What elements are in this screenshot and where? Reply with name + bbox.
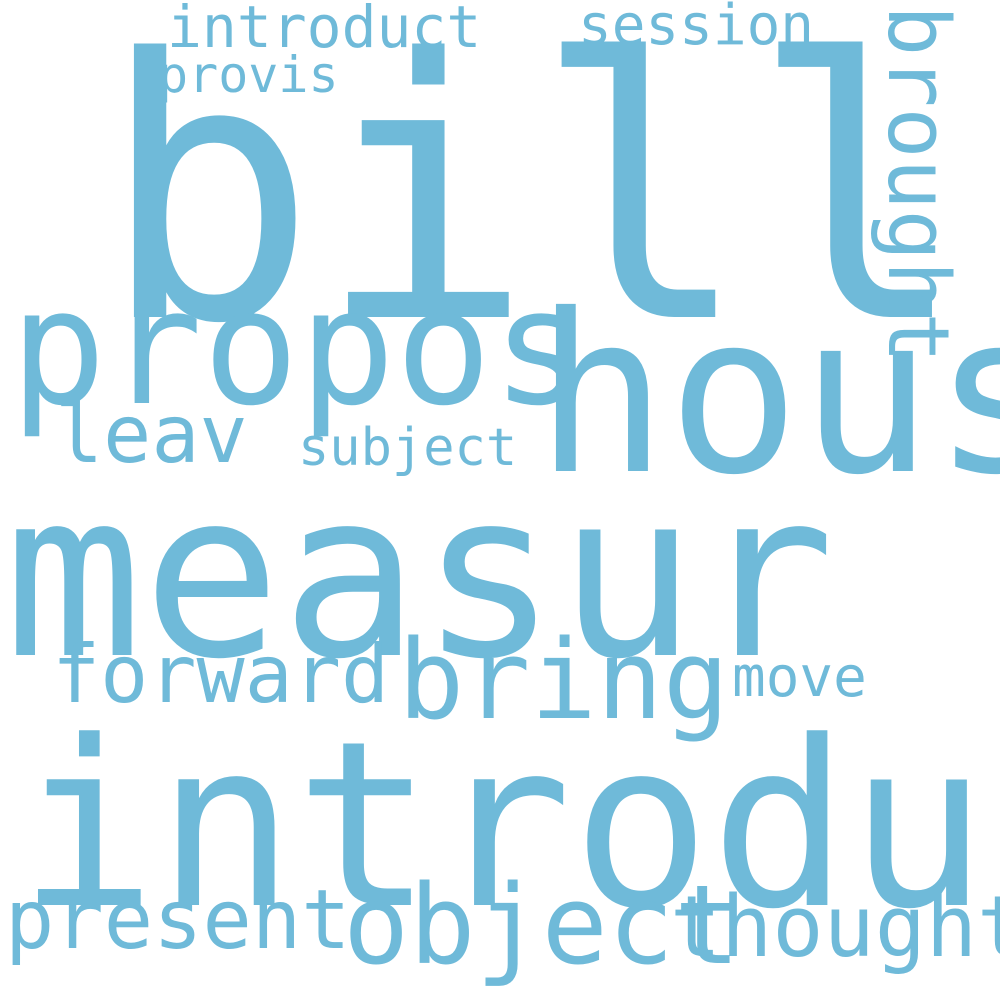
word-forward: forward	[52, 628, 390, 721]
word-thought: thought	[670, 878, 1000, 977]
word-bill: bill	[100, 0, 967, 402]
word-object: object	[343, 861, 741, 989]
word-subject: subject	[298, 418, 518, 478]
word-present: present	[5, 873, 351, 968]
word-measur: measur	[4, 443, 835, 710]
word-move: move	[732, 645, 867, 710]
word-bring: bring	[398, 616, 730, 744]
word-leav: leav	[55, 388, 248, 481]
word-introduc: introduc	[18, 693, 1000, 960]
word-hous: hous	[535, 267, 1000, 523]
word-session: session	[578, 0, 815, 58]
word-provis: provis	[158, 46, 339, 104]
word-propos: propos	[10, 254, 588, 441]
word-introduct: introduct	[167, 0, 482, 61]
